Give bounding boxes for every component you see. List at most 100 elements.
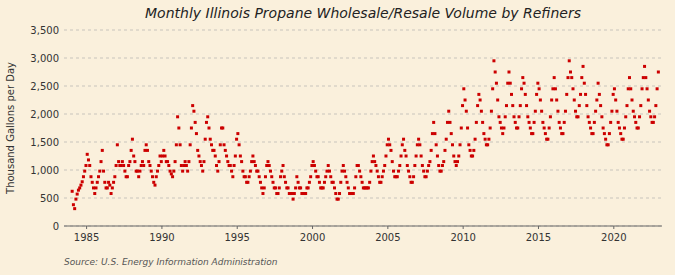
point — [151, 175, 154, 178]
point — [580, 76, 583, 79]
point — [184, 160, 187, 163]
point — [526, 115, 529, 118]
point — [215, 164, 218, 167]
point — [421, 164, 424, 167]
point — [612, 93, 615, 96]
point — [219, 143, 222, 146]
point — [637, 127, 640, 130]
point — [231, 175, 234, 178]
y-tick-label: 3,500 — [30, 25, 59, 36]
point — [322, 186, 325, 189]
point — [277, 192, 280, 195]
point — [309, 175, 312, 178]
point — [501, 132, 504, 135]
point — [600, 115, 603, 118]
y-tick-label: 1,500 — [30, 137, 59, 148]
point — [441, 164, 444, 167]
point — [130, 149, 133, 152]
point — [246, 181, 249, 184]
point — [352, 192, 355, 195]
point — [520, 87, 523, 90]
point — [647, 99, 650, 102]
point — [79, 184, 82, 187]
point — [405, 155, 408, 158]
point — [207, 127, 210, 130]
point — [469, 149, 472, 152]
point — [553, 76, 556, 79]
point — [657, 71, 660, 74]
point — [169, 170, 172, 173]
point — [556, 110, 559, 113]
point — [406, 164, 409, 167]
point — [597, 82, 600, 85]
point — [354, 175, 357, 178]
point — [137, 175, 140, 178]
y-axis-label: Thousand Gallons per Day — [5, 62, 16, 195]
point — [407, 170, 410, 173]
point — [154, 184, 157, 187]
point — [192, 110, 195, 113]
point — [368, 181, 371, 184]
point — [358, 170, 361, 173]
point — [98, 170, 101, 173]
point — [550, 99, 553, 102]
point — [509, 82, 512, 85]
point — [521, 76, 524, 79]
point — [425, 175, 428, 178]
point — [112, 181, 115, 184]
point — [117, 160, 120, 163]
point — [401, 143, 404, 146]
point — [577, 115, 580, 118]
point — [84, 164, 87, 167]
point — [100, 160, 103, 163]
point — [490, 110, 493, 113]
grid-line — [64, 30, 662, 31]
point — [641, 87, 644, 90]
point — [185, 164, 188, 167]
point — [172, 170, 175, 173]
point — [413, 164, 416, 167]
point — [357, 164, 360, 167]
point — [128, 160, 131, 163]
point — [420, 155, 423, 158]
point — [87, 158, 90, 161]
point — [618, 127, 621, 130]
point — [475, 121, 478, 124]
point — [141, 160, 144, 163]
point — [622, 138, 625, 141]
point — [507, 71, 510, 74]
point — [323, 181, 326, 184]
point — [484, 138, 487, 141]
point — [588, 121, 591, 124]
point — [166, 160, 169, 163]
point — [430, 149, 433, 152]
point — [543, 127, 546, 130]
point — [280, 170, 283, 173]
point — [388, 143, 391, 146]
point — [235, 138, 238, 141]
point — [450, 132, 453, 135]
point — [122, 164, 125, 167]
point — [561, 132, 564, 135]
point — [240, 160, 243, 163]
point — [71, 190, 74, 193]
background — [0, 0, 675, 275]
point — [327, 164, 330, 167]
point — [602, 127, 605, 130]
point — [202, 160, 205, 163]
y-tick-label: 0 — [53, 221, 59, 232]
point — [261, 192, 264, 195]
point — [221, 127, 224, 130]
point — [263, 186, 266, 189]
point — [426, 170, 429, 173]
point — [205, 121, 208, 124]
y-tick-label: 500 — [40, 193, 59, 204]
point — [199, 160, 202, 163]
point — [525, 104, 528, 107]
x-tick — [463, 226, 464, 229]
point — [282, 164, 285, 167]
point — [461, 104, 464, 107]
point — [152, 181, 155, 184]
point — [614, 99, 617, 102]
point — [101, 149, 104, 152]
